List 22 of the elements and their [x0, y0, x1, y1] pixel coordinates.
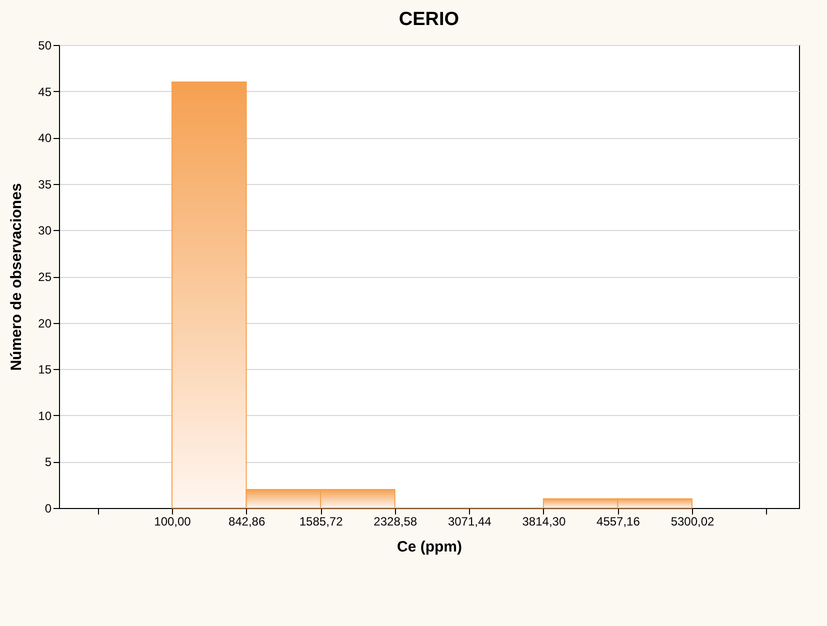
y-axis-title: Número de observaciones [8, 183, 26, 371]
y-tick-label: 0 [44, 502, 52, 516]
y-tick-label: 40 [38, 131, 52, 146]
chart-title: CERIO [398, 9, 460, 30]
x-axis-title: Ce (ppm) [397, 538, 462, 556]
x-tick-label: 2328,58 [374, 514, 418, 528]
y-tick-label: 10 [38, 408, 52, 423]
x-tick-label: 1585,72 [299, 514, 344, 528]
x-tick-label: 3814,30 [522, 514, 566, 528]
y-tick-label: 35 [38, 177, 52, 192]
x-tick-label: 842,86 [228, 514, 266, 528]
y-tick-label: 20 [38, 316, 52, 330]
y-tick-label: 45 [38, 84, 52, 99]
x-tick-label: 5300,02 [670, 514, 715, 528]
y-tick-label: 50 [38, 38, 52, 52]
y-tick-label: 15 [38, 362, 52, 377]
x-tick-label: 3071,44 [448, 514, 492, 528]
x-tick-label: 4557,16 [596, 514, 640, 528]
y-tick-label: 30 [38, 224, 52, 238]
y-tick-label: 5 [44, 455, 52, 470]
x-tick-label: 100,00 [154, 514, 192, 528]
y-tick-label: 25 [38, 270, 52, 284]
